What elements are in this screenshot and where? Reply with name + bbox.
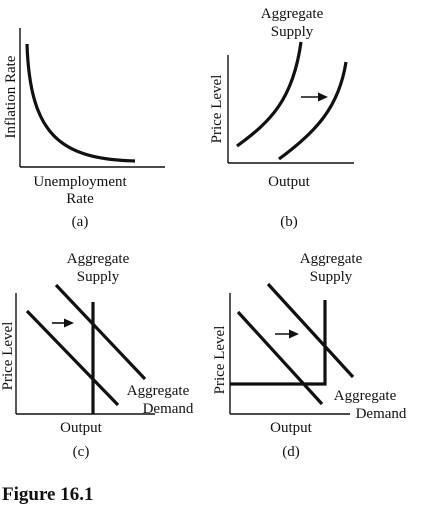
aggregate-demand-line-original xyxy=(236,310,324,406)
panel-a-y-label: Inflation Rate xyxy=(3,55,19,138)
panel-a: Inflation Rate Unemployment Rate (a) xyxy=(3,28,165,230)
panel-c: Price Level Aggregate Supply Aggregate D… xyxy=(0,251,194,460)
panel-b-x-label: Output xyxy=(268,174,311,190)
panel-b-curve-label-line1: Aggregate xyxy=(261,6,324,22)
panel-c-x-label: Output xyxy=(60,420,103,436)
panel-d-shift-arrow-icon xyxy=(289,329,299,339)
panel-d-caption: (d) xyxy=(282,444,300,460)
aggregate-demand-line-original xyxy=(25,309,120,407)
panel-d-y-label: Price Level xyxy=(212,326,228,395)
aggregate-demand-line-shifted xyxy=(266,282,355,379)
panel-b-curve-label-line2: Supply xyxy=(271,24,314,40)
aggregate-demand-line-shifted xyxy=(54,283,147,381)
aggregate-supply-curve-shifted xyxy=(278,61,348,161)
figure-title: Figure 16.1 xyxy=(2,484,93,505)
aggregate-supply-curve-reverse-l xyxy=(230,300,327,386)
panel-a-caption: (a) xyxy=(72,214,89,230)
panel-d-demand-label-line1: Aggregate xyxy=(334,388,397,404)
panel-b: Price Level Aggregate Supply Output (b) xyxy=(209,6,354,230)
panel-a-x-label-line1: Unemployment xyxy=(33,174,127,190)
panel-a-x-label-line2: Rate xyxy=(66,191,94,207)
panel-c-supply-label-line2: Supply xyxy=(77,269,120,285)
panel-c-shift-arrow-icon xyxy=(64,318,74,328)
aggregate-supply-curve-original xyxy=(236,41,303,148)
panel-b-shift-arrow-icon xyxy=(318,92,328,102)
panel-b-caption: (b) xyxy=(280,214,298,230)
panel-d-supply-label-line1: Aggregate xyxy=(300,251,363,267)
panel-c-supply-label-line1: Aggregate xyxy=(67,251,130,267)
panel-b-y-label: Price Level xyxy=(209,75,225,144)
panel-d-x-label: Output xyxy=(270,420,313,436)
panel-d-demand-label-line2: Demand xyxy=(356,406,407,422)
panel-c-caption: (c) xyxy=(73,444,90,460)
panel-c-demand-label-line2: Demand xyxy=(143,401,194,417)
panel-c-demand-label-line1: Aggregate xyxy=(127,383,190,399)
panel-d: Price Level Aggregate Supply Aggregate D… xyxy=(212,251,407,460)
phillips-curve xyxy=(25,43,136,163)
panel-d-supply-label-line2: Supply xyxy=(310,269,353,285)
panel-c-y-label: Price Level xyxy=(0,322,16,391)
